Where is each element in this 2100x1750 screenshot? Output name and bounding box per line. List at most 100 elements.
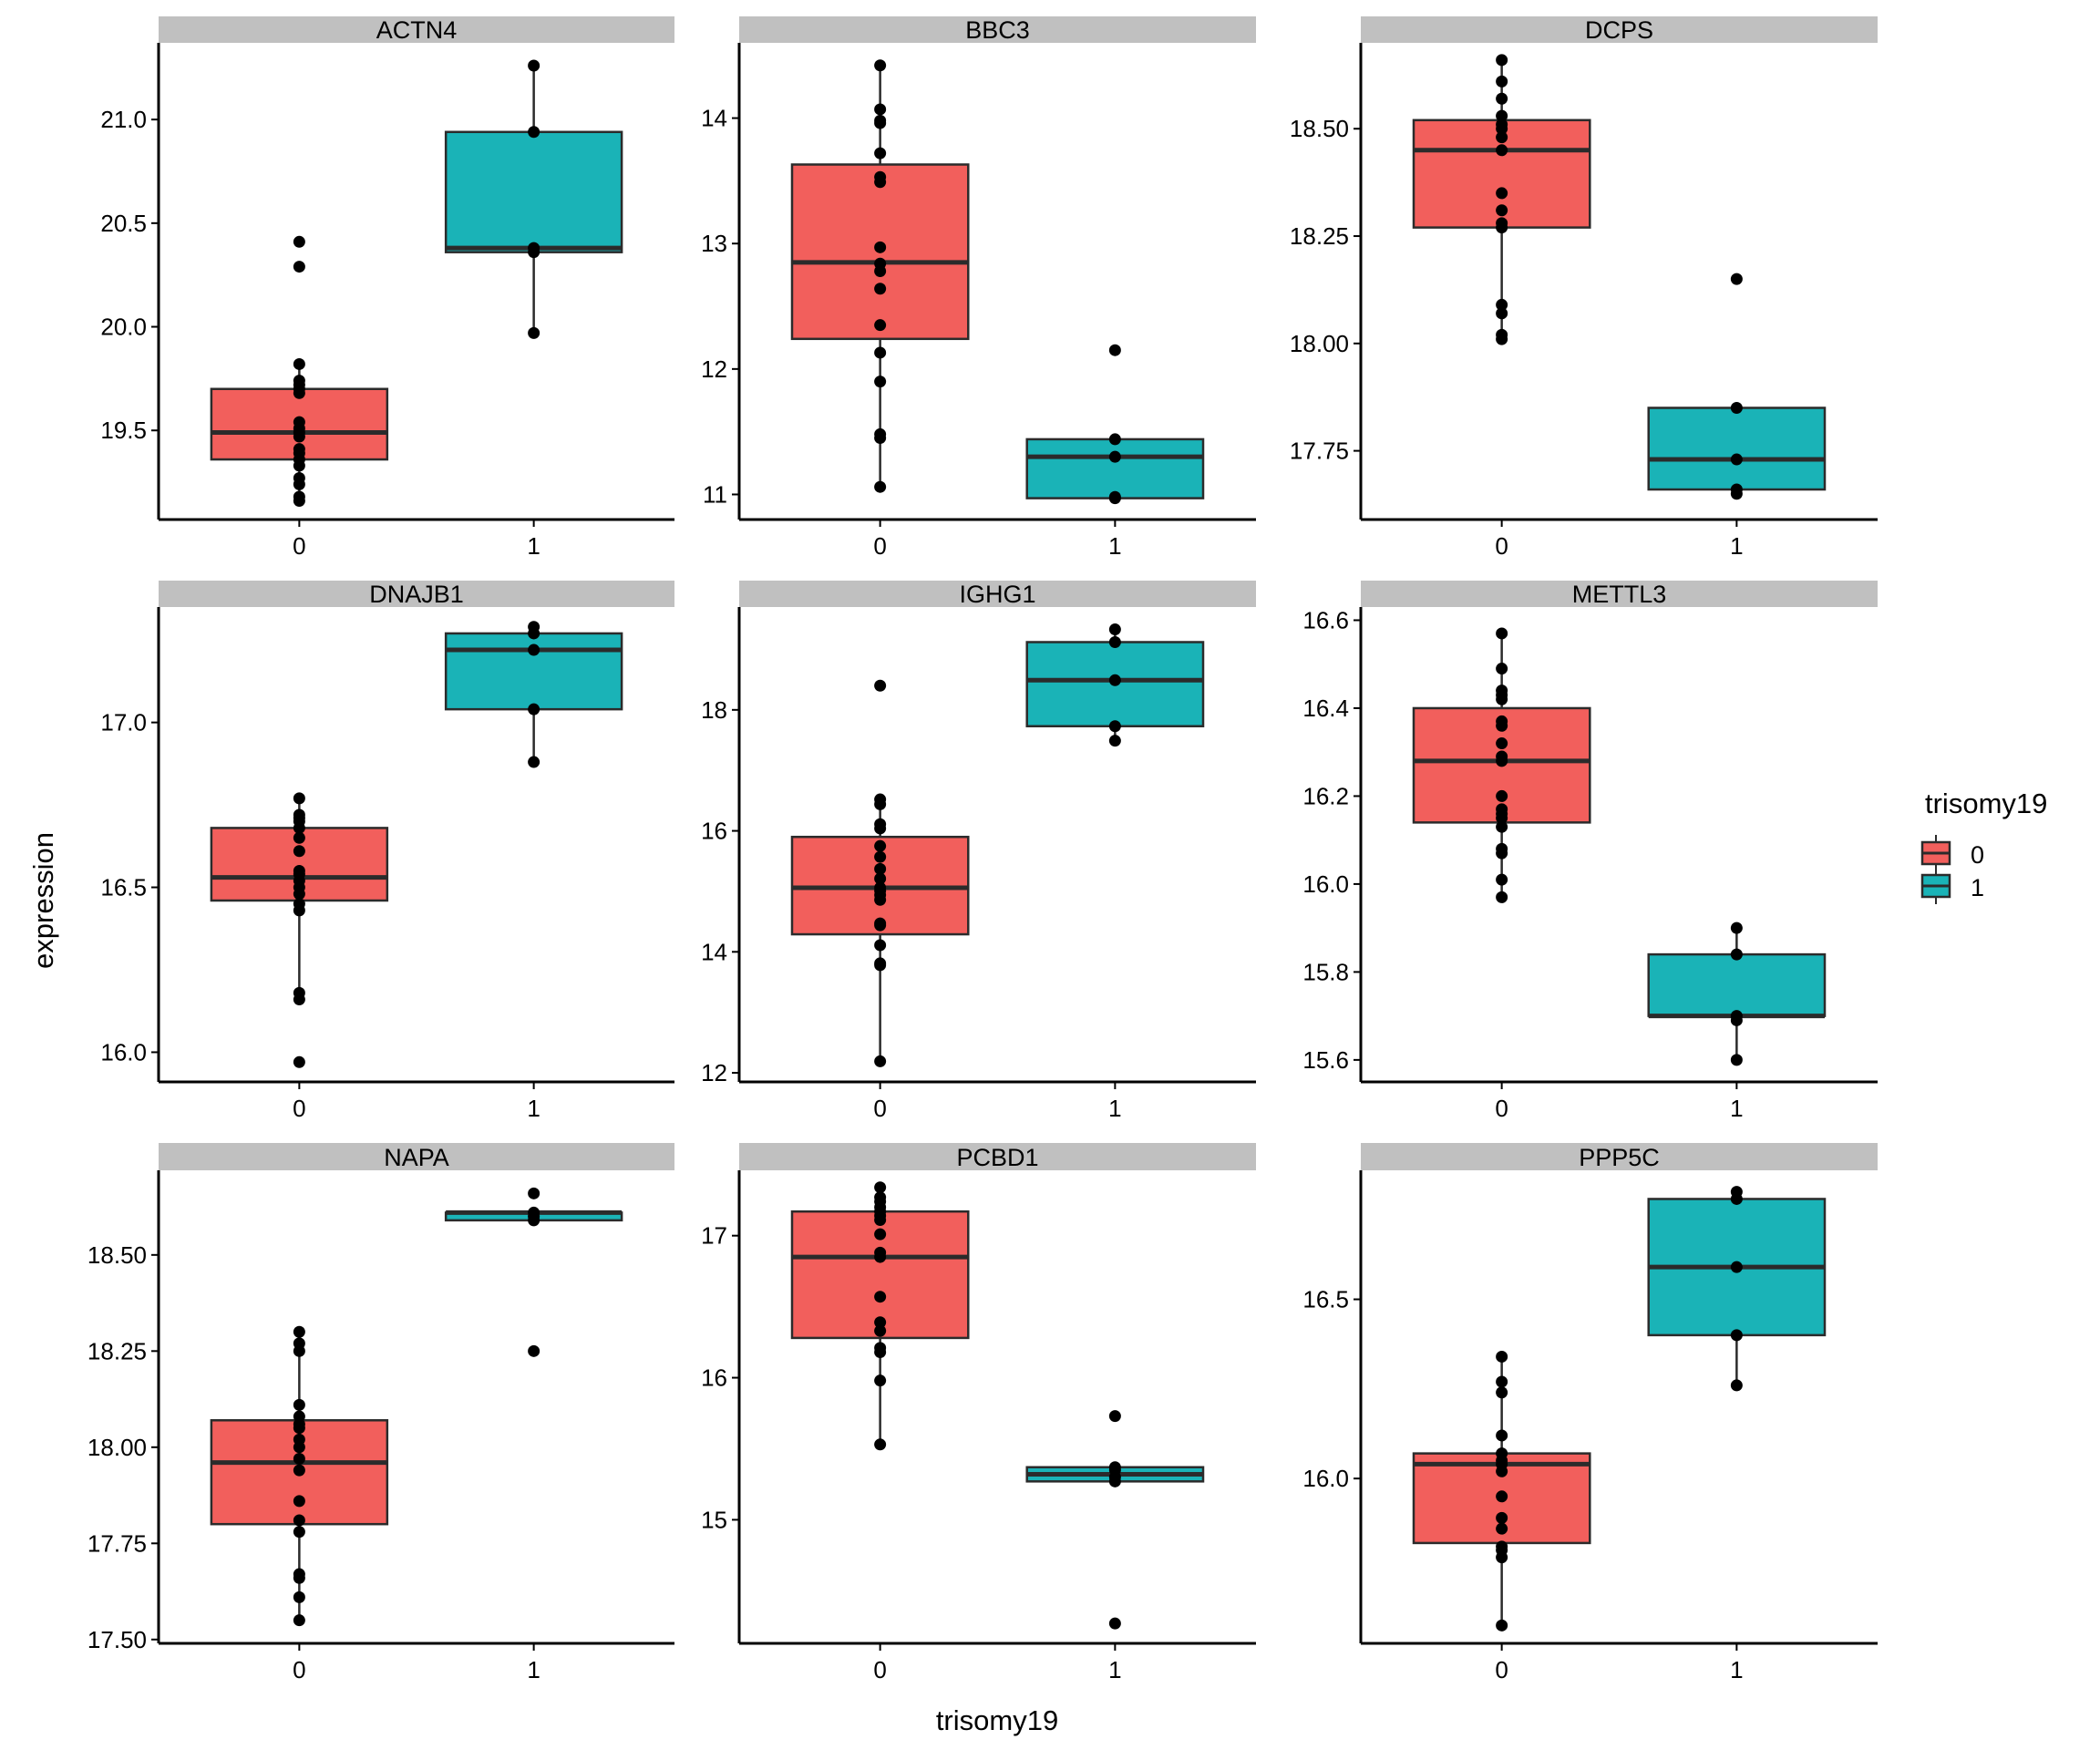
data-point bbox=[293, 845, 305, 858]
y-tick-label: 16.5 bbox=[1302, 1286, 1349, 1313]
data-point bbox=[874, 427, 887, 440]
data-point bbox=[293, 1568, 305, 1580]
y-tick-label: 18.25 bbox=[1290, 222, 1349, 250]
data-point bbox=[1496, 92, 1508, 105]
legend: trisomy19 0 1 bbox=[1920, 788, 2047, 904]
data-point bbox=[1730, 1010, 1743, 1023]
box-group-0 bbox=[1412, 54, 1591, 345]
data-point bbox=[874, 939, 887, 952]
data-point bbox=[874, 103, 887, 116]
y-tick-label: 18.00 bbox=[88, 1434, 147, 1461]
box-group-1 bbox=[444, 1187, 623, 1357]
data-point bbox=[1496, 1522, 1508, 1535]
data-point bbox=[874, 170, 887, 183]
box-group-0 bbox=[790, 59, 970, 493]
data-point bbox=[293, 357, 305, 370]
data-point bbox=[1496, 204, 1508, 217]
data-point bbox=[293, 1464, 305, 1477]
data-point bbox=[293, 1495, 305, 1508]
y-tick-label: 14 bbox=[701, 105, 727, 132]
data-point bbox=[293, 898, 305, 911]
facet-title: IGHG1 bbox=[959, 581, 1035, 608]
panel-dnajb1: DNAJB1 16.0 16.5 17.0 0 1 bbox=[100, 581, 674, 1122]
data-point bbox=[874, 679, 887, 692]
data-point bbox=[293, 416, 305, 428]
x-tick-label: 0 bbox=[1495, 532, 1508, 560]
y-tick-label: 13 bbox=[701, 230, 727, 257]
data-point bbox=[1108, 674, 1121, 686]
data-point bbox=[1496, 109, 1508, 122]
data-point bbox=[1496, 118, 1508, 131]
data-point bbox=[1108, 635, 1121, 648]
panel-dcps: DCPS 17.75 18.00 18.25 18.50 0 1 bbox=[1290, 16, 1878, 560]
y-tick-label: 17.50 bbox=[88, 1626, 147, 1653]
data-point bbox=[1496, 1375, 1508, 1388]
data-point bbox=[293, 1452, 305, 1465]
y-tick-label: 20.0 bbox=[100, 314, 147, 341]
x-tick-label: 0 bbox=[293, 1095, 305, 1122]
y-tick-label: 18.00 bbox=[1290, 330, 1349, 357]
panel-napa: NAPA 17.50 17.75 18.00 18.25 18.50 0 1 bbox=[88, 1143, 674, 1683]
data-point bbox=[1730, 273, 1743, 285]
facet-title: NAPA bbox=[384, 1144, 449, 1171]
data-point bbox=[1108, 720, 1121, 733]
data-point bbox=[528, 326, 540, 339]
facet-strip bbox=[159, 1143, 674, 1170]
y-tick-label: 15 bbox=[701, 1506, 727, 1533]
data-point bbox=[874, 1246, 887, 1259]
data-point bbox=[293, 1514, 305, 1527]
data-point bbox=[528, 1344, 540, 1357]
data-point bbox=[874, 1438, 887, 1451]
legend-key-1: 1 bbox=[1920, 868, 1984, 904]
data-point bbox=[1496, 75, 1508, 88]
x-tick-label: 0 bbox=[873, 532, 886, 560]
panel-ighg1: IGHG1 12 14 16 18 0 1 bbox=[701, 581, 1256, 1122]
x-tick-label: 0 bbox=[873, 1656, 886, 1683]
data-point bbox=[874, 1228, 887, 1240]
box-group-1 bbox=[1025, 1410, 1205, 1630]
data-point bbox=[1730, 1186, 1743, 1199]
panel-mettl3: METTL3 15.6 15.8 16.0 16.2 16.4 16.6 0 1 bbox=[1302, 581, 1878, 1122]
y-tick-label: 12 bbox=[701, 355, 727, 383]
facet-title: PPP5C bbox=[1579, 1144, 1660, 1171]
box-group-1 bbox=[1647, 273, 1827, 500]
data-point bbox=[293, 792, 305, 805]
facet-title: PCBD1 bbox=[956, 1144, 1038, 1171]
data-point bbox=[874, 1374, 887, 1387]
data-point bbox=[874, 1342, 887, 1354]
panel-ppp5c: PPP5C 16.0 16.5 0 1 bbox=[1302, 1143, 1878, 1683]
y-tick-label: 16 bbox=[701, 818, 727, 845]
data-point bbox=[1496, 298, 1508, 311]
y-tick-label: 16.2 bbox=[1302, 782, 1349, 809]
legend-label: 0 bbox=[1971, 841, 1984, 869]
y-tick-label: 20.5 bbox=[100, 210, 147, 237]
data-point bbox=[293, 1325, 305, 1338]
y-tick-label: 18.50 bbox=[1290, 115, 1349, 142]
box bbox=[1647, 407, 1827, 491]
data-point bbox=[528, 1206, 540, 1219]
y-tick-label: 17.75 bbox=[1290, 438, 1349, 465]
facet-title: DNAJB1 bbox=[369, 581, 464, 608]
y-tick-label: 15.6 bbox=[1302, 1046, 1349, 1074]
data-point bbox=[1496, 54, 1508, 67]
box bbox=[1025, 438, 1205, 499]
data-point bbox=[1730, 453, 1743, 466]
data-point bbox=[1496, 789, 1508, 802]
y-tick-label: 19.5 bbox=[100, 417, 147, 444]
data-point bbox=[1496, 750, 1508, 763]
data-point bbox=[874, 480, 887, 493]
data-point bbox=[874, 114, 887, 127]
data-point bbox=[1108, 1617, 1121, 1630]
data-point bbox=[1496, 663, 1508, 675]
x-tick-label: 0 bbox=[293, 1656, 305, 1683]
x-tick-label: 1 bbox=[1730, 532, 1743, 560]
facet-strip bbox=[739, 1143, 1256, 1170]
data-point bbox=[1108, 490, 1121, 503]
data-point bbox=[1108, 623, 1121, 636]
facet-strip bbox=[739, 16, 1256, 43]
x-tick-label: 1 bbox=[1108, 532, 1121, 560]
data-point bbox=[874, 346, 887, 359]
data-point bbox=[293, 1337, 305, 1350]
data-point bbox=[1108, 735, 1121, 747]
